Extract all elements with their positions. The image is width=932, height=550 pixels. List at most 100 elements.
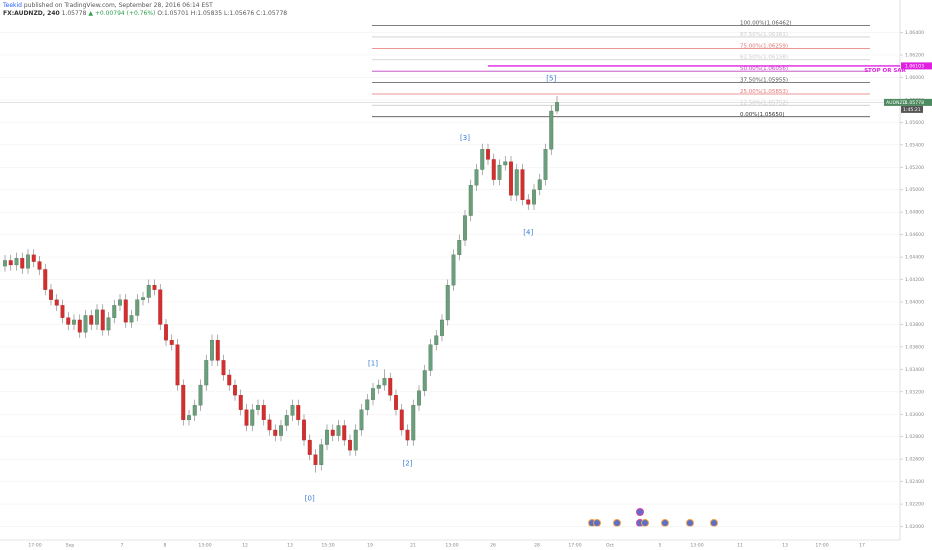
candle-body [325, 429, 329, 445]
candle-body [428, 344, 433, 371]
fib-label: 12.50%(1.05752) [740, 100, 788, 106]
published: published on TradingView.com, September … [24, 2, 213, 9]
candle-body [152, 285, 157, 290]
candle-body [261, 405, 266, 421]
candle-body [359, 409, 364, 431]
candle-body [238, 395, 243, 410]
candle-body [135, 299, 140, 316]
candle-body [106, 317, 111, 331]
y-tick-label: 1.04000 [905, 299, 924, 305]
candle-body [158, 289, 163, 325]
stop-label: STOP OR SAR [864, 68, 906, 74]
candle-body [509, 161, 513, 196]
header-line-2: FX:AUDNZD, 240 1.05778 ▲ +0.00794 (+0.76… [3, 10, 287, 17]
x-tick-label: 11 [737, 543, 743, 549]
candle-body [187, 415, 191, 421]
candle-body [89, 315, 94, 325]
high: H:1.05835 [191, 10, 223, 17]
candle-body [555, 102, 559, 112]
candle-body [296, 405, 301, 421]
candle-body [486, 149, 490, 160]
y-tick-label: 1.06200 [905, 53, 924, 59]
current-price-label: 1.05778 [905, 100, 924, 106]
x-tick-label: 8 [164, 543, 167, 549]
y-tick-label: 1.03400 [905, 367, 924, 373]
candle-body [348, 439, 352, 451]
candle-body [175, 344, 180, 386]
candle-body [302, 419, 306, 441]
y-tick-label: 1.04400 [905, 255, 924, 261]
candle-body [43, 269, 48, 290]
candle-body [204, 360, 209, 386]
x-tick-label: 5 [659, 543, 662, 549]
candle-body [474, 169, 479, 186]
fib-label: 100.00%(1.06462) [740, 21, 792, 27]
candle-body [273, 429, 278, 436]
candle-body [336, 425, 341, 436]
fib-label: 62.50%(1.06158) [740, 55, 788, 61]
y-tick-label: 1.04200 [905, 277, 924, 283]
candle-body [307, 439, 312, 455]
change: ▲ +0.00794 (+0.76%) [88, 10, 155, 17]
candle-body [83, 315, 88, 333]
candle-body [49, 289, 53, 300]
y-tick-label: 1.05000 [905, 187, 924, 193]
candle-body [210, 340, 214, 361]
y-tick-label: 1.02400 [905, 479, 924, 485]
candle-body [267, 419, 272, 431]
x-tick-label: 28 [534, 543, 540, 549]
x-tick-label: 17 [859, 543, 865, 549]
candle-body [37, 261, 42, 270]
y-tick-label: 1.03800 [905, 322, 924, 328]
wave-label: [1] [368, 360, 378, 368]
open: O:1.05701 [157, 10, 189, 17]
candle-body [72, 319, 76, 325]
fib-label: 37.50%(1.05955) [740, 78, 788, 84]
candle-body [118, 299, 122, 306]
y-tick-label: 1.06000 [905, 75, 924, 81]
candle-body [526, 199, 531, 205]
x-tick-label: 17:00 [815, 543, 828, 549]
x-tick-label: 26 [490, 543, 496, 549]
candle-body [445, 285, 450, 321]
candle-body [514, 169, 519, 196]
y-tick-label: 1.05400 [905, 142, 924, 148]
candle-body [164, 324, 168, 341]
candle-body [549, 110, 554, 150]
header-line-1: Teekid published on TradingView.com, Sep… [2, 2, 213, 9]
candle-body [244, 409, 249, 426]
low: L:1.05676 [224, 10, 254, 17]
candle-body [440, 319, 444, 336]
current-symbol: AUDNZD [886, 100, 907, 106]
candle-body [227, 374, 232, 386]
candle-body [520, 169, 525, 200]
candle-body [457, 240, 462, 255]
candle-body [290, 405, 295, 416]
y-tick-label: 1.05200 [905, 165, 924, 171]
candle-body [497, 164, 502, 180]
wave-label: [4] [523, 228, 533, 236]
candle-body [146, 285, 151, 298]
y-tick-label: 1.03600 [905, 344, 924, 350]
candle-body [54, 299, 59, 306]
y-tick-label: 1.02600 [905, 457, 924, 463]
candle-body [313, 454, 318, 465]
x-tick-label: 17:00 [568, 543, 581, 549]
candle-body [422, 370, 427, 391]
candle-body [250, 409, 255, 426]
candle-body [233, 384, 237, 396]
candle-body [411, 405, 416, 441]
candle-body [169, 340, 174, 345]
candle-body [8, 260, 13, 266]
candle-body [77, 319, 82, 333]
x-tick-label: 19 [367, 543, 373, 549]
symbol: FX:AUDNZD, 240 [3, 10, 60, 17]
candle-body [192, 405, 197, 416]
candle-body [95, 309, 99, 325]
candle-body [284, 415, 289, 426]
candle-body [451, 254, 456, 286]
y-tick-label: 1.02800 [905, 434, 924, 440]
y-tick-label: 1.04600 [905, 232, 924, 238]
